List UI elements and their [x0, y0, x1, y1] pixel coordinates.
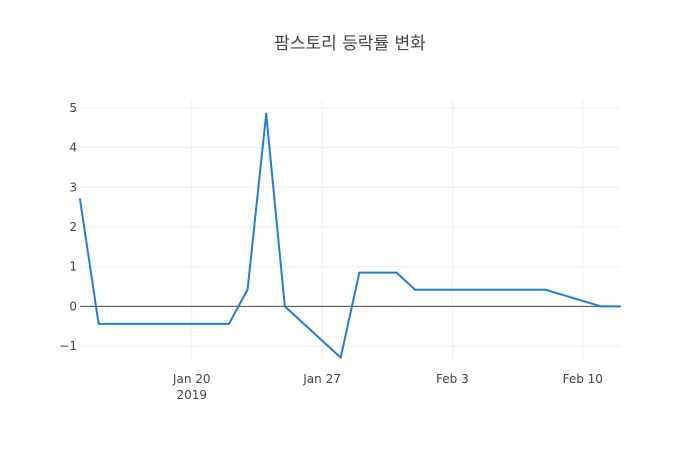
- chart-title: 팜스토리 등락률 변화: [274, 34, 426, 54]
- data-point: [358, 271, 361, 274]
- x-tick-label: Jan 27: [302, 372, 341, 386]
- y-tick-label: 0: [69, 299, 77, 313]
- grid-lines: [80, 100, 620, 360]
- x-axis-ticks: Jan 20 Jan 27 Feb 3 Feb 10 2019: [172, 372, 603, 402]
- series-layer: [79, 112, 621, 359]
- x-tick-label: Jan 20: [172, 372, 211, 386]
- x-year-label: 2019: [176, 388, 207, 402]
- data-point: [246, 288, 249, 291]
- y-tick-label: 3: [69, 180, 77, 194]
- data-point: [97, 322, 100, 325]
- data-point: [414, 288, 417, 291]
- data-point: [283, 305, 286, 308]
- data-point: [227, 322, 230, 325]
- x-tick-label: Feb 3: [436, 372, 469, 386]
- data-point: [79, 198, 81, 201]
- data-point: [339, 356, 342, 359]
- y-tick-label: −1: [59, 339, 77, 353]
- y-tick-label: 1: [69, 260, 77, 274]
- data-point: [619, 305, 621, 308]
- y-tick-label: 2: [69, 220, 77, 234]
- y-axis-ticks: −1 0 1 2 3 4 5: [59, 101, 77, 353]
- series-line: [79, 112, 620, 359]
- data-point: [395, 271, 398, 274]
- data-point: [600, 305, 603, 308]
- x-tick-label: Feb 10: [563, 372, 603, 386]
- data-point: [265, 112, 268, 115]
- data-point: [544, 288, 547, 291]
- y-tick-label: 5: [69, 101, 77, 115]
- y-tick-label: 4: [69, 141, 77, 155]
